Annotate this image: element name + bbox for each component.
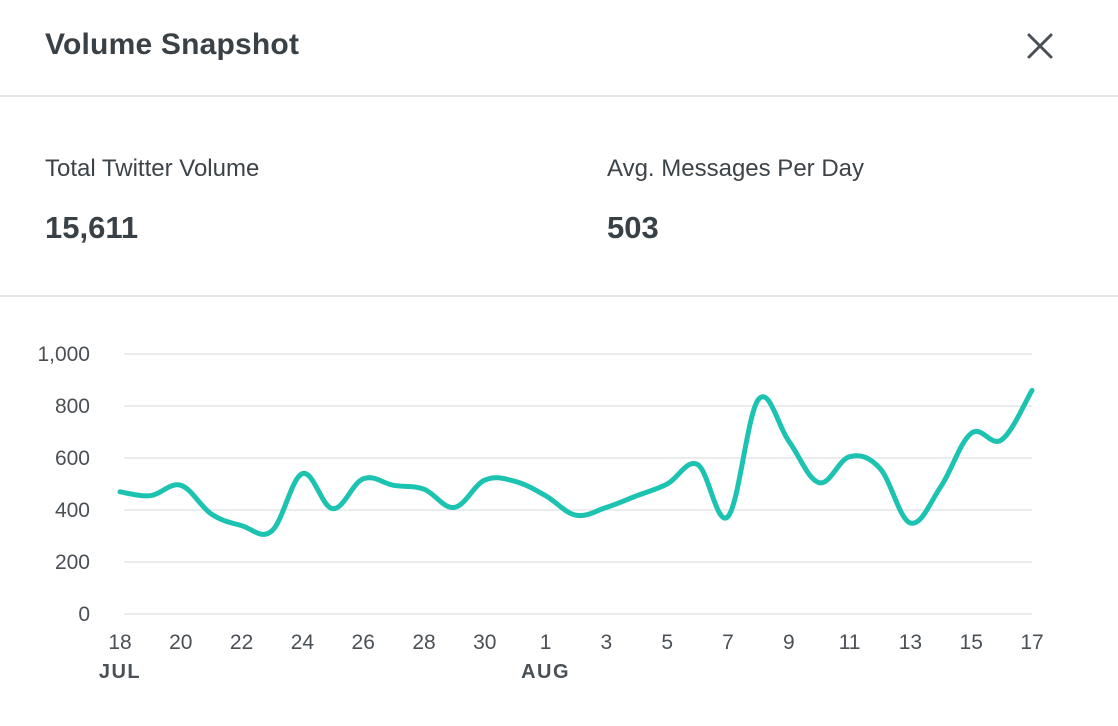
panel-header: Volume Snapshot [0, 0, 1118, 97]
y-tick-label: 800 [55, 395, 90, 418]
x-tick-label: 5 [661, 631, 673, 654]
x-tick-label: 11 [839, 631, 861, 654]
close-icon[interactable] [1018, 24, 1062, 68]
volume-chart: 0 200 400 600 800 1,000 18 20 22 24 26 28 30 1 3 5 7 9 11 1… [0, 297, 1118, 726]
x-tick-label: 18 [108, 631, 131, 654]
stat-value: 503 [607, 210, 659, 245]
x-tick-label: 15 [960, 631, 983, 654]
x-tick-label: 20 [169, 631, 192, 654]
x-tick-label: 3 [601, 631, 613, 654]
x-tick-label: 26 [352, 631, 375, 654]
panel-title: Volume Snapshot [45, 28, 300, 61]
x-tick-label: 7 [722, 631, 734, 654]
x-tick-label: 17 [1020, 631, 1043, 654]
x-tick-label: 1 [540, 631, 552, 654]
month-label: AUG [521, 661, 570, 683]
month-label: JUL [99, 661, 141, 683]
stats-section: Total Twitter Volume 15,611 Avg. Message… [0, 97, 1118, 297]
x-tick-label: 28 [412, 631, 435, 654]
x-tick-label: 30 [473, 631, 496, 654]
y-tick-label: 1,000 [37, 343, 90, 366]
volume-series-line [117, 387, 1035, 537]
x-tick-label: 13 [899, 631, 922, 654]
x-tick-label: 24 [291, 631, 315, 654]
y-tick-label: 400 [55, 499, 90, 522]
stat-label: Avg. Messages Per Day [607, 155, 865, 182]
x-tick-label: 9 [783, 631, 795, 654]
y-tick-label: 200 [55, 551, 90, 574]
x-tick-label: 22 [230, 631, 253, 654]
stat-label: Total Twitter Volume [45, 155, 260, 182]
stat-value: 15,611 [45, 210, 139, 245]
y-tick-label: 600 [55, 447, 90, 470]
close-button[interactable] [1018, 24, 1062, 68]
y-tick-label: 0 [78, 603, 90, 626]
